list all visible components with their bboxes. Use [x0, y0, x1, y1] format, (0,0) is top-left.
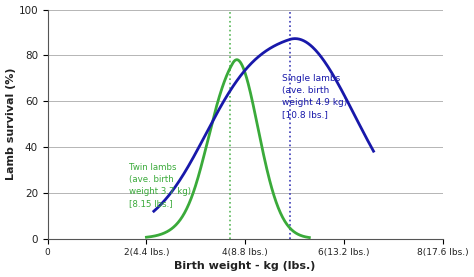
Text: Single lambs
(ave. birth
weight 4.9 kg)
[10.8 lbs.]: Single lambs (ave. birth weight 4.9 kg) … [282, 74, 347, 119]
Text: Twin lambs
(ave. birth
weight 3.7 kg)
[8.15 lbs.]: Twin lambs (ave. birth weight 3.7 kg) [8… [129, 163, 191, 208]
Y-axis label: Lamb survival (%): Lamb survival (%) [6, 68, 16, 180]
X-axis label: Birth weight - kg (lbs.): Birth weight - kg (lbs.) [174, 261, 316, 271]
